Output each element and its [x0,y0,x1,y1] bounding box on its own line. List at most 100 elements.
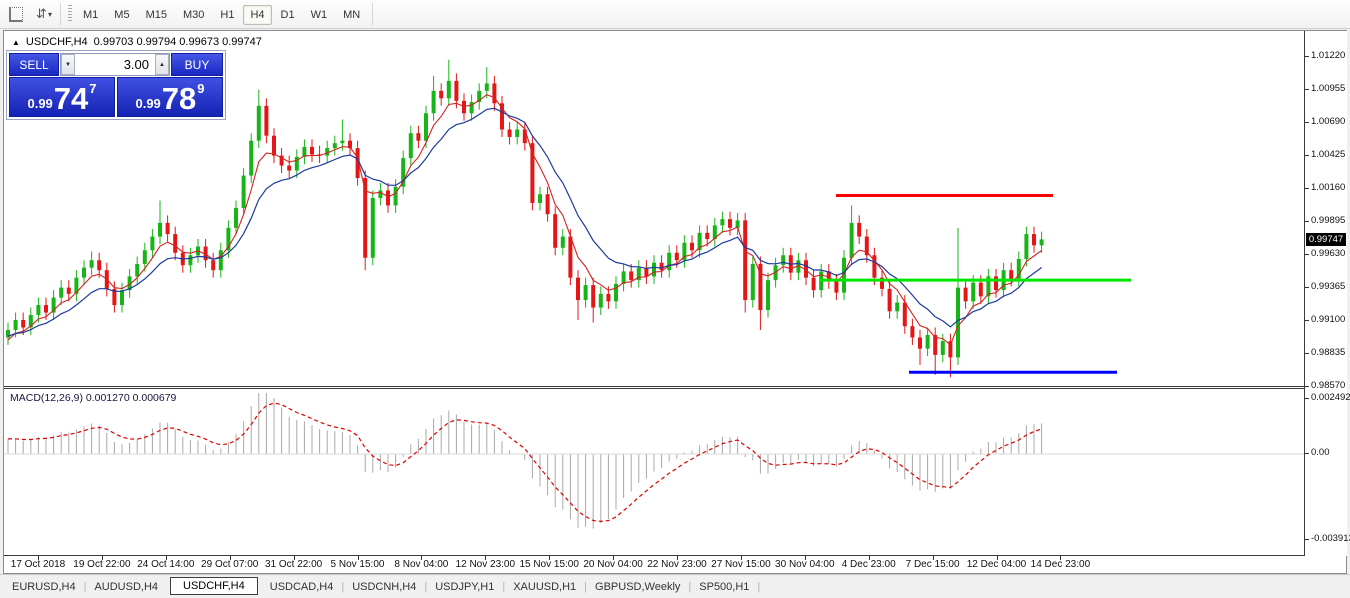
time-axis-tick [485,556,487,560]
toolbar-separator [60,3,61,25]
price-axis-label: 0.99365 [1311,281,1346,292]
sell-price-big: 74 [53,81,89,116]
time-axis-tick [1060,556,1062,560]
timeframe-button-w1[interactable]: W1 [310,9,328,21]
chart-tab-audusd-h4[interactable]: AUDUSD,H4 [94,581,159,593]
time-axis-tick [613,556,615,560]
toolbar-grip[interactable] [68,5,72,23]
price-axis-tick [1305,353,1309,354]
macd-signal-line [7,402,1042,523]
price-axis-tick [1305,122,1309,123]
chart-tab-usdjpy-h1[interactable]: USDJPY,H1 [435,581,495,593]
price-axis-label: 0.99895 [1311,215,1346,226]
price-axis-label: 0.99630 [1311,248,1346,259]
timeframe-button-m1[interactable]: M1 [83,9,99,21]
tab-separator: | [83,581,87,593]
time-axis-label: 30 Nov 04:00 [775,559,835,570]
price-axis-tick [1305,386,1309,387]
time-axis-tick [38,556,39,560]
dropdown-caret-icon[interactable]: ▾ [47,9,52,19]
macd-axis-label: -0.003913 [1311,533,1350,545]
time-axis-label: 20 Nov 04:00 [583,559,643,570]
time-axis-label: 12 Dec 04:00 [966,559,1027,570]
chart-title: ▲ USDCHF,H4 0.99703 0.99794 0.99673 0.99… [12,36,262,48]
timeframe-button-m30[interactable]: M30 [182,9,205,21]
tab-separator: | [341,581,345,593]
symbol-period-label: USDCHF,H4 [25,36,88,48]
buy-price-button[interactable]: 0.99 78 9 [117,77,223,117]
chart-tab-usdchf-h4[interactable]: USDCHF,H4 [170,577,258,595]
macd-axis-label: 0.002492 [1311,392,1350,404]
time-axis-tick [549,556,551,560]
price-axis-tick [1305,287,1309,288]
timeframe-button-m5[interactable]: M5 [114,9,130,21]
chart-tab-usdcnh-h4[interactable]: USDCNH,H4 [352,581,417,593]
sell-button[interactable]: SELL [9,53,59,76]
buy-button[interactable]: BUY [171,53,223,76]
time-axis-tick [101,556,103,560]
price-pane[interactable]: ▲ USDCHF,H4 0.99703 0.99794 0.99673 0.99… [4,31,1304,387]
time-axis-label: 24 Oct 14:00 [137,559,195,570]
time-axis-label: 7 Dec 15:00 [905,559,960,570]
ohlc-values: 0.99703 0.99794 0.99673 0.99747 [93,36,262,48]
price-axis[interactable]: 1.01220 1.00955 1.00690 1.00425 1.00160 0.998… [1304,31,1350,556]
tab-separator: | [584,581,588,593]
sell-price-prefix: 0.99 [27,96,53,111]
price-axis-label: 0.98835 [1311,347,1346,358]
macd-histogram [7,393,1043,529]
price-axis-tick [1305,254,1309,255]
collapse-arrow-icon[interactable]: ▲ [12,37,20,47]
time-axis-tick [229,556,231,560]
time-axis-tick [996,556,998,560]
time-axis-tick [868,556,870,560]
tab-separator: | [424,581,428,593]
ma-slow-line [7,107,1042,337]
time-axis-tick [357,556,359,560]
volume-increase-button[interactable]: ▲ [155,54,169,75]
time-axis-label: 17 Oct 2018 [10,559,66,570]
time-axis-tick [293,556,295,560]
chart-tab-sp500-h1[interactable]: SP500,H1 [699,581,750,593]
price-axis-tick [1305,188,1309,189]
macd-axis-label: 0.00 [1311,447,1330,458]
time-axis-label: 29 Oct 07:00 [201,559,259,570]
tab-separator: | [757,581,761,593]
price-axis-label: 1.01220 [1311,50,1346,61]
timeframe-button-m15[interactable]: M15 [145,9,167,21]
macd-pane[interactable]: MACD(12,26,9) 0.001270 0.000679 [4,388,1304,556]
volume-spinner: ▼ ▲ [60,53,170,76]
chart-tab-eurusd-h4[interactable]: EURUSD,H4 [12,581,76,593]
candlestick-chart [6,59,1131,378]
volume-input[interactable] [75,54,155,75]
chart-shift-icon[interactable] [4,3,28,25]
toolbar: ⇵ ▾ M1 M5 M15 M30 H1 H4 D1 W1 MN [0,0,1350,29]
chart-tab-xauusd-h1[interactable]: XAUUSD,H1 [513,581,577,593]
timeframe-button-mn[interactable]: MN [343,9,361,21]
macd-axis-tick [1305,398,1309,400]
macd-axis-tick [1305,453,1309,454]
macd-chart [4,393,1304,529]
chart-tab-gbpusd-weekly[interactable]: GBPUSD,Weekly [595,581,681,593]
timeframe-button-h4[interactable]: H4 [243,5,272,25]
chart-tab-usdcad-h4[interactable]: USDCAD,H4 [269,581,334,593]
arrange-charts-icon[interactable]: ⇵ ▾ [36,6,52,21]
price-axis-label: 0.99100 [1311,314,1346,325]
timeframe-button-d1[interactable]: D1 [280,9,295,21]
time-axis-label: 19 Oct 22:00 [73,559,131,570]
timeframe-button-h1[interactable]: H1 [220,9,235,21]
price-axis-tick [1305,221,1309,222]
macd-signal-value: 0.000679 [132,392,177,404]
time-axis-label: 27 Nov 15:00 [711,559,771,570]
time-axis-label: 12 Nov 23:00 [455,559,516,570]
volume-decrease-button[interactable]: ▼ [61,54,75,75]
tab-separator: | [502,581,506,593]
price-axis-label: 0.98570 [1311,380,1346,391]
sell-price-button[interactable]: 0.99 74 7 [9,77,115,117]
time-axis-tick [165,556,167,560]
time-axis-tick [804,556,806,560]
time-axis[interactable]: 17 Oct 2018 19 Oct 22:00 24 Oct 14:00 29 Oc… [4,556,1304,573]
sell-price-sup: 7 [89,81,97,96]
price-axis-tick [1305,89,1309,90]
macd-main-value: 0.001270 [85,392,130,404]
price-axis-tick [1305,155,1309,156]
